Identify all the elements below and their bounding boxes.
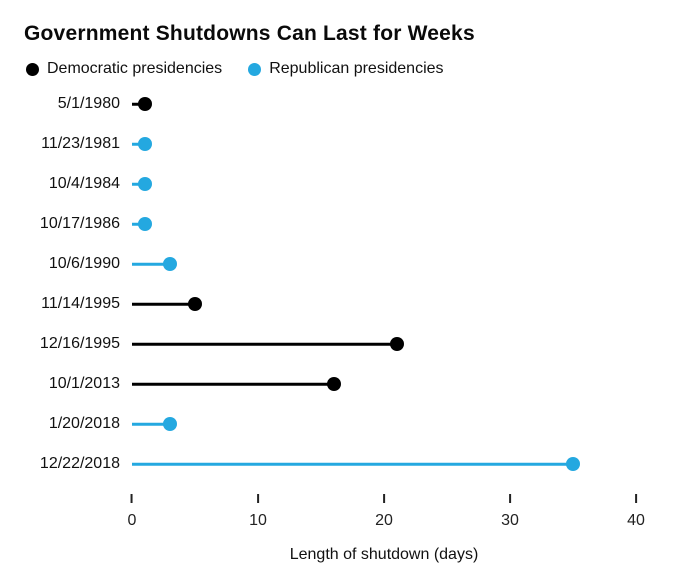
value-dot: [162, 417, 177, 431]
x-tick-mark: [634, 494, 637, 503]
row-plot-area: [132, 244, 636, 284]
category-label: 10/6/1990: [48, 255, 120, 272]
value-dot: [566, 457, 580, 471]
chart-row: 12/22/2018: [24, 444, 636, 484]
row-plot-area: [132, 124, 636, 164]
x-tick-mark: [256, 494, 259, 503]
category-label: 10/1/2013: [48, 375, 120, 392]
row-plot-area: [132, 444, 636, 484]
value-stem: [132, 462, 573, 466]
value-dot: [137, 97, 152, 111]
x-axis-label: Length of shutdown (days): [289, 546, 479, 563]
value-dot: [326, 377, 341, 391]
x-tick: 10: [249, 494, 267, 530]
value-dot: [137, 217, 152, 231]
category-label: 12/16/1995: [39, 335, 120, 352]
x-tick: 40: [627, 494, 645, 530]
category-label: 1/20/2018: [48, 415, 120, 432]
x-tick-mark: [508, 494, 511, 503]
legend-label-democratic: Democratic presidencies: [47, 60, 223, 77]
x-tick-mark: [382, 494, 385, 503]
row-plot-area: [132, 404, 636, 444]
value-dot: [162, 257, 177, 271]
category-label: 10/17/1986: [39, 215, 120, 232]
value-stem: [132, 342, 397, 346]
category-label: 5/1/1980: [57, 95, 120, 112]
value-dot: [188, 297, 202, 311]
chart-row: 12/16/1995: [24, 324, 636, 364]
lollipop-chart: 5/1/1980 11/23/1981 10/4/1984 10/17/1986 10/…: [24, 84, 656, 564]
x-axis: 0 10 20 30 40: [128, 494, 645, 538]
chart-rows: 5/1/1980 11/23/1981 10/4/1984 10/17/1986 10/…: [24, 84, 636, 484]
row-plot-area: [132, 324, 636, 364]
value-stem: [132, 302, 195, 306]
x-tick-label: 20: [375, 512, 393, 529]
row-plot-area: [132, 84, 636, 124]
row-plot-area: [132, 364, 636, 404]
legend-label-republican: Republican presidencies: [269, 60, 444, 77]
category-label: 12/22/2018: [39, 455, 120, 472]
value-stem: [132, 422, 170, 426]
chart-legend: Democratic presidencies Republican presi…: [26, 60, 656, 78]
chart-row: 11/14/1995: [24, 284, 636, 324]
chart-row: 5/1/1980: [24, 84, 636, 124]
row-plot-area: [132, 284, 636, 324]
x-tick-label: 10: [249, 512, 267, 529]
x-tick: 30: [501, 494, 519, 530]
value-dot: [137, 177, 152, 191]
row-plot-area: [132, 164, 636, 204]
category-label: 10/4/1984: [48, 175, 120, 192]
republican-dot-icon: [248, 62, 262, 76]
x-tick-label: 30: [501, 512, 519, 529]
x-tick-mark: [131, 494, 133, 503]
democratic-dot-icon: [26, 62, 39, 76]
x-tick: 20: [375, 494, 393, 530]
row-plot-area: [132, 204, 636, 244]
chart-row: 11/23/1981: [24, 124, 636, 164]
value-stem: [132, 382, 334, 386]
legend-item-republican: Republican presidencies: [248, 60, 444, 78]
x-tick: 0: [127, 494, 137, 530]
chart-row: 10/1/2013: [24, 364, 636, 404]
chart-row: 1/20/2018: [24, 404, 636, 444]
category-label: 11/23/1981: [41, 135, 120, 152]
value-dot: [389, 337, 404, 351]
value-stem: [132, 262, 170, 266]
chart-row: 10/17/1986: [24, 204, 636, 244]
chart-title: Government Shutdowns Can Last for Weeks: [24, 22, 475, 45]
chart-row: 10/4/1984: [24, 164, 636, 204]
legend-item-democratic: Democratic presidencies: [26, 60, 222, 78]
category-label: 11/14/1995: [41, 295, 120, 312]
chart-row: 10/6/1990: [24, 244, 636, 284]
x-tick-label: 0: [127, 512, 137, 529]
value-dot: [137, 137, 152, 151]
x-tick-label: 40: [627, 512, 645, 529]
